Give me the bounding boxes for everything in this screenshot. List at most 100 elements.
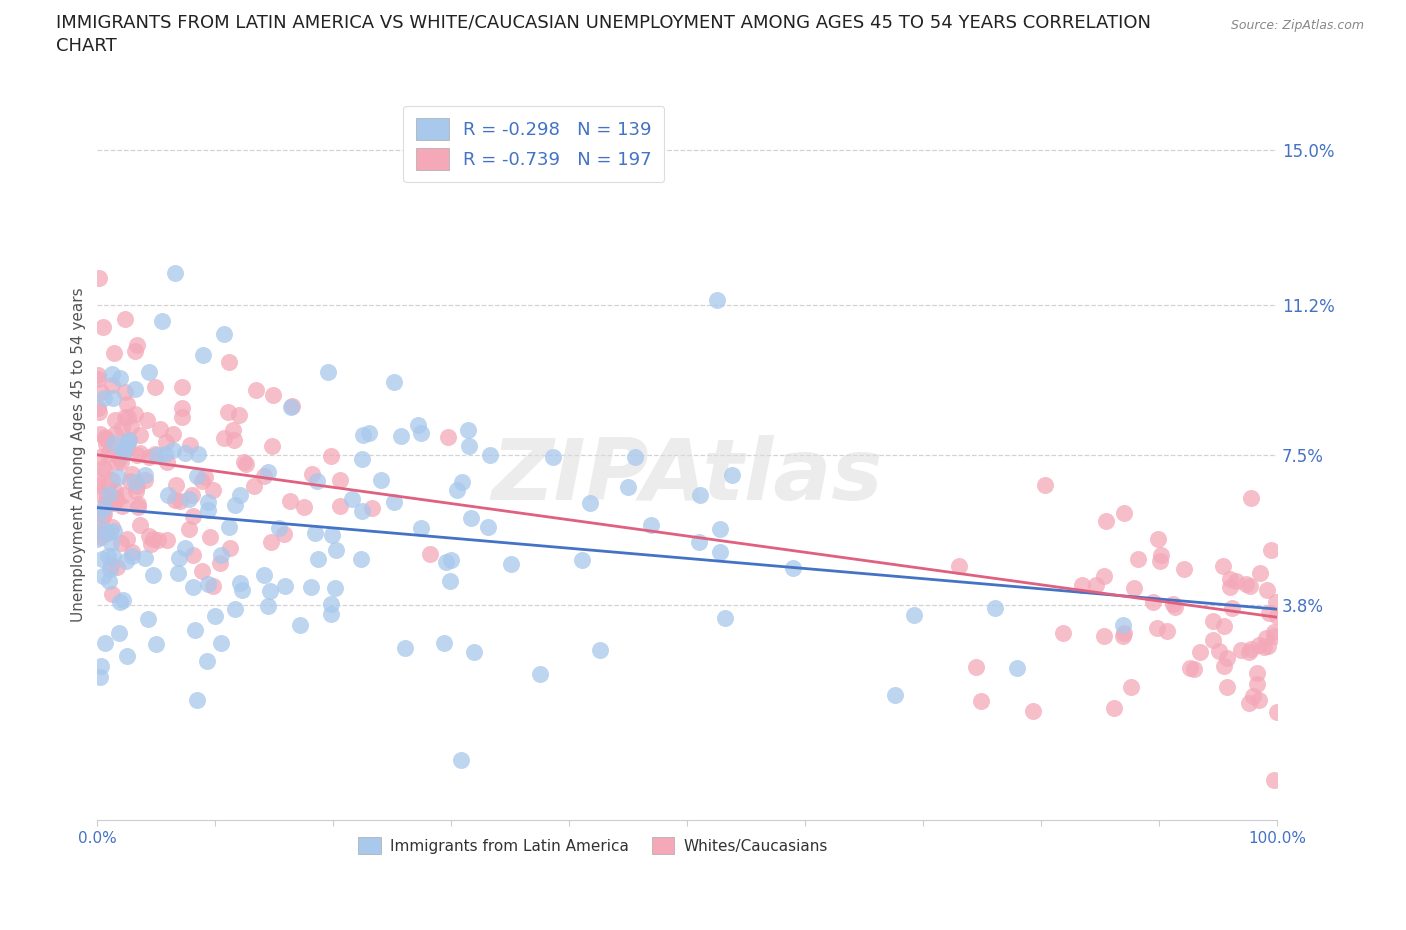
Point [97,446,120,461]
Point [224,498,246,512]
Point [316,364,339,379]
Point [260,438,283,453]
Point [121,549,143,564]
Point [103,345,125,360]
Point [117,410,139,425]
Point [86,371,108,386]
Point [1253,640,1275,655]
Point [457,423,479,438]
Point [115,649,138,664]
Point [274,578,297,593]
Point [212,431,235,445]
Point [143,447,166,462]
Point [110,536,132,551]
Point [129,428,152,443]
Point [184,623,207,638]
Point [1161,596,1184,611]
Point [146,533,169,548]
Point [89,525,111,540]
Point [1256,582,1278,597]
Point [411,426,433,441]
Point [1052,626,1074,641]
Text: IMMIGRANTS FROM LATIN AMERICA VS WHITE/CAUCASIAN UNEMPLOYMENT AMONG AGES 45 TO 5: IMMIGRANTS FROM LATIN AMERICA VS WHITE/C… [56,14,1152,32]
Point [181,508,204,523]
Point [91,319,114,334]
Point [89,506,111,521]
Point [440,552,463,567]
Point [463,644,485,659]
Point [112,445,135,459]
Point [884,688,907,703]
Point [529,666,551,681]
Point [1173,562,1195,577]
Point [1240,491,1263,506]
Point [1146,620,1168,635]
Point [262,388,284,403]
Point [98,562,121,577]
Point [91,551,114,566]
Point [91,509,114,524]
Point [121,466,143,481]
Point [541,449,564,464]
Point [209,547,232,562]
Point [260,535,283,550]
Point [117,397,139,412]
Point [105,455,128,470]
Point [108,450,131,465]
Point [319,606,342,621]
Point [87,478,110,493]
Point [110,454,132,469]
Point [408,418,430,432]
Point [198,529,221,544]
Point [411,521,433,536]
Point [307,551,329,566]
Point [90,384,112,399]
Text: ZIPAtlas: ZIPAtlas [492,435,883,518]
Point [1212,559,1234,574]
Point [231,583,253,598]
Point [155,435,177,450]
Point [325,580,347,595]
Point [257,599,280,614]
Point [782,561,804,576]
Point [382,495,405,510]
Point [101,472,124,487]
Point [233,455,256,470]
Point [350,503,373,518]
Point [162,443,184,458]
Point [101,378,124,392]
Point [235,457,257,472]
Point [114,409,136,424]
Point [1123,580,1146,595]
Point [194,470,217,485]
Point [91,521,114,536]
Point [984,601,1007,616]
Point [439,573,461,588]
Point [90,658,112,673]
Point [1202,632,1225,647]
Point [228,407,250,422]
Point [218,519,240,534]
Point [118,473,141,488]
Point [350,551,373,566]
Point [1222,601,1244,616]
Point [1263,772,1285,787]
Point [617,479,640,494]
Point [173,446,195,461]
Point [706,293,728,308]
Point [720,467,742,482]
Point [93,500,115,515]
Point [121,545,143,560]
Point [1202,614,1225,629]
Point [191,348,214,363]
Point [87,368,110,383]
Point [714,611,737,626]
Point [101,391,124,405]
Point [1239,644,1261,659]
Point [156,487,179,502]
Point [93,463,115,478]
Point [1216,679,1239,694]
Point [1212,658,1234,673]
Point [174,540,197,555]
Point [1265,609,1288,624]
